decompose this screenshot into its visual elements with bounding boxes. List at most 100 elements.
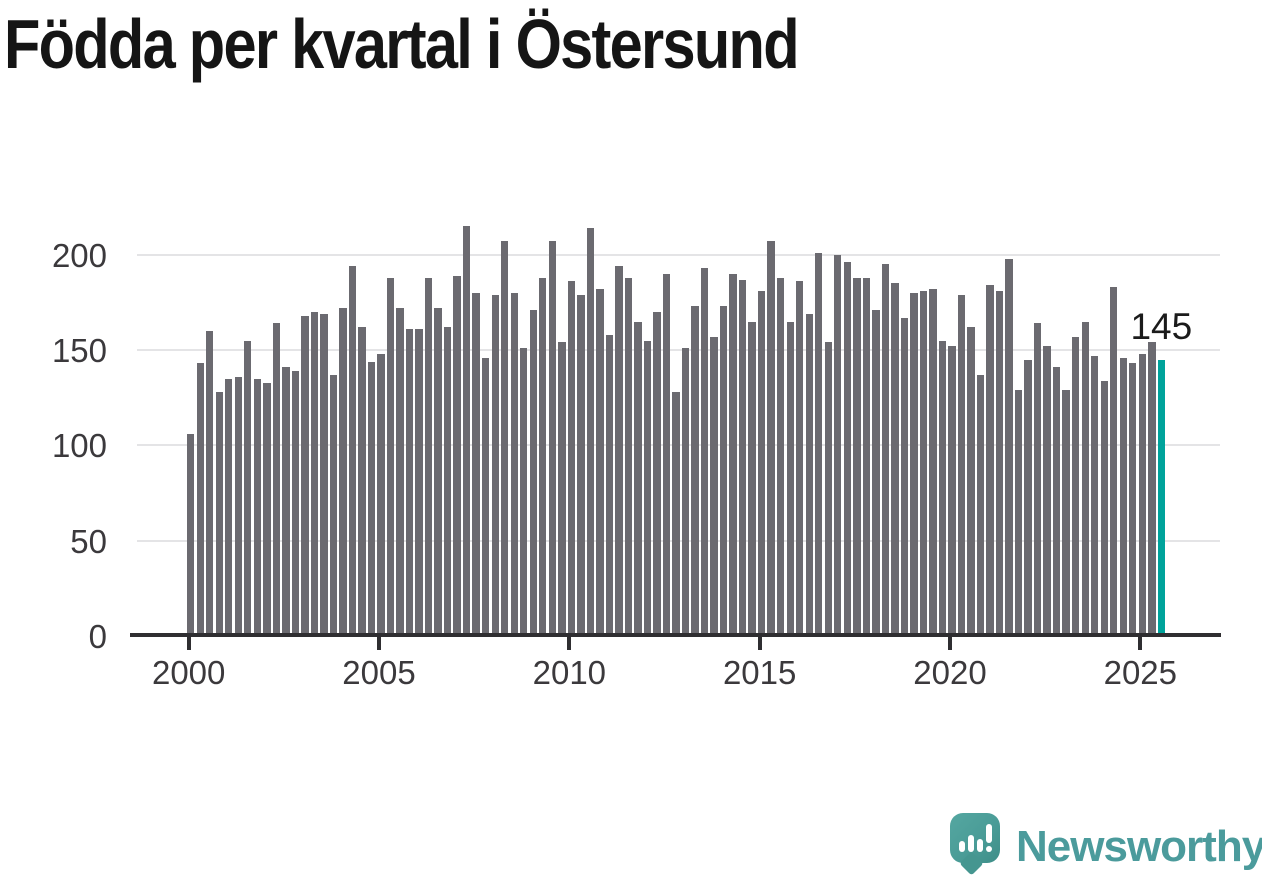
bar — [529, 310, 537, 636]
x-axis-tick-2000 — [186, 637, 191, 650]
bar — [377, 353, 385, 636]
bar — [834, 254, 842, 636]
bar — [738, 279, 747, 636]
bar — [986, 285, 994, 636]
bar — [862, 277, 871, 636]
bar — [1062, 390, 1070, 636]
bar — [386, 277, 395, 636]
bar — [1005, 258, 1013, 636]
bar — [1033, 323, 1042, 636]
gridline-y-200 — [137, 253, 1220, 256]
bar — [643, 340, 652, 636]
bar — [291, 371, 300, 636]
bar — [481, 357, 490, 636]
x-axis-tick-2020 — [947, 637, 952, 650]
bar — [824, 342, 832, 636]
bar — [558, 342, 566, 636]
bar — [815, 252, 823, 636]
x-axis-label-2000: 2000 — [151, 654, 226, 691]
bar — [501, 241, 509, 636]
bar — [1014, 390, 1023, 636]
bar — [462, 226, 471, 636]
bar — [520, 348, 528, 636]
bar — [301, 315, 309, 636]
bar — [681, 348, 690, 636]
bar — [225, 378, 233, 636]
highlight-value-annotation: 145 — [1130, 306, 1193, 347]
bar — [215, 392, 223, 636]
bar — [967, 327, 975, 636]
bar — [491, 294, 499, 636]
logo-bar-icon — [959, 841, 965, 852]
bar — [938, 340, 947, 636]
bar — [234, 376, 242, 636]
logo-bubble-tail — [959, 851, 984, 876]
bar — [263, 382, 271, 636]
bar — [415, 329, 423, 636]
bar — [453, 275, 461, 636]
bar — [272, 323, 281, 636]
bar — [929, 289, 937, 636]
x-axis-label-2015: 2015 — [722, 654, 797, 691]
bar — [843, 262, 851, 636]
x-axis-label-2025: 2025 — [1103, 654, 1178, 691]
bar — [891, 283, 899, 636]
bar — [472, 292, 480, 636]
bar — [1110, 287, 1118, 636]
bar — [396, 308, 404, 636]
bar — [1043, 346, 1051, 636]
bar — [900, 317, 909, 636]
bar — [719, 306, 728, 636]
bar — [605, 334, 614, 636]
bar — [367, 361, 376, 636]
bar — [348, 266, 357, 636]
bar — [320, 313, 328, 636]
bar — [872, 310, 880, 636]
bar — [539, 277, 547, 636]
bar — [339, 308, 347, 636]
bar — [881, 264, 890, 636]
y-axis-label: 100 — [51, 427, 107, 465]
logo-bar-icon — [968, 835, 974, 852]
bar — [957, 294, 966, 636]
bar — [796, 281, 804, 636]
bar — [776, 277, 785, 636]
bar — [596, 289, 604, 636]
bar — [976, 374, 985, 636]
bar — [567, 281, 576, 636]
bar — [405, 329, 414, 636]
newsworthy-bubble-chart-icon — [950, 813, 1000, 876]
bar — [757, 291, 766, 636]
bar — [691, 306, 699, 636]
bar — [443, 327, 452, 636]
y-axis-label: 50 — [70, 522, 107, 560]
y-axis-label: 150 — [51, 332, 107, 370]
logo-bar-icon — [977, 839, 983, 852]
bar — [624, 277, 633, 636]
bar — [748, 321, 756, 636]
bar — [424, 277, 433, 636]
bar — [1100, 380, 1108, 636]
x-axis-label-2010: 2010 — [532, 654, 607, 691]
bar — [358, 327, 366, 636]
bar — [1024, 359, 1032, 636]
y-axis-label: 0 — [88, 618, 107, 655]
bar — [786, 321, 794, 636]
bar — [1119, 357, 1127, 636]
bar — [548, 241, 556, 636]
bar — [310, 311, 319, 636]
y-axis-label: 200 — [51, 236, 107, 274]
bar — [615, 266, 623, 636]
newsworthy-wordmark: Newsworthy — [1016, 822, 1262, 871]
bar — [282, 367, 290, 636]
bar — [1052, 367, 1061, 636]
chart-title: Födda per kvartal i Östersund — [4, 5, 800, 83]
bar — [710, 336, 718, 636]
bar — [187, 433, 195, 636]
x-axis-label-2020: 2020 — [913, 654, 987, 691]
bar — [577, 294, 585, 636]
bar — [805, 313, 813, 636]
x-axis-label-2005: 2005 — [342, 654, 416, 691]
bar — [767, 241, 775, 636]
